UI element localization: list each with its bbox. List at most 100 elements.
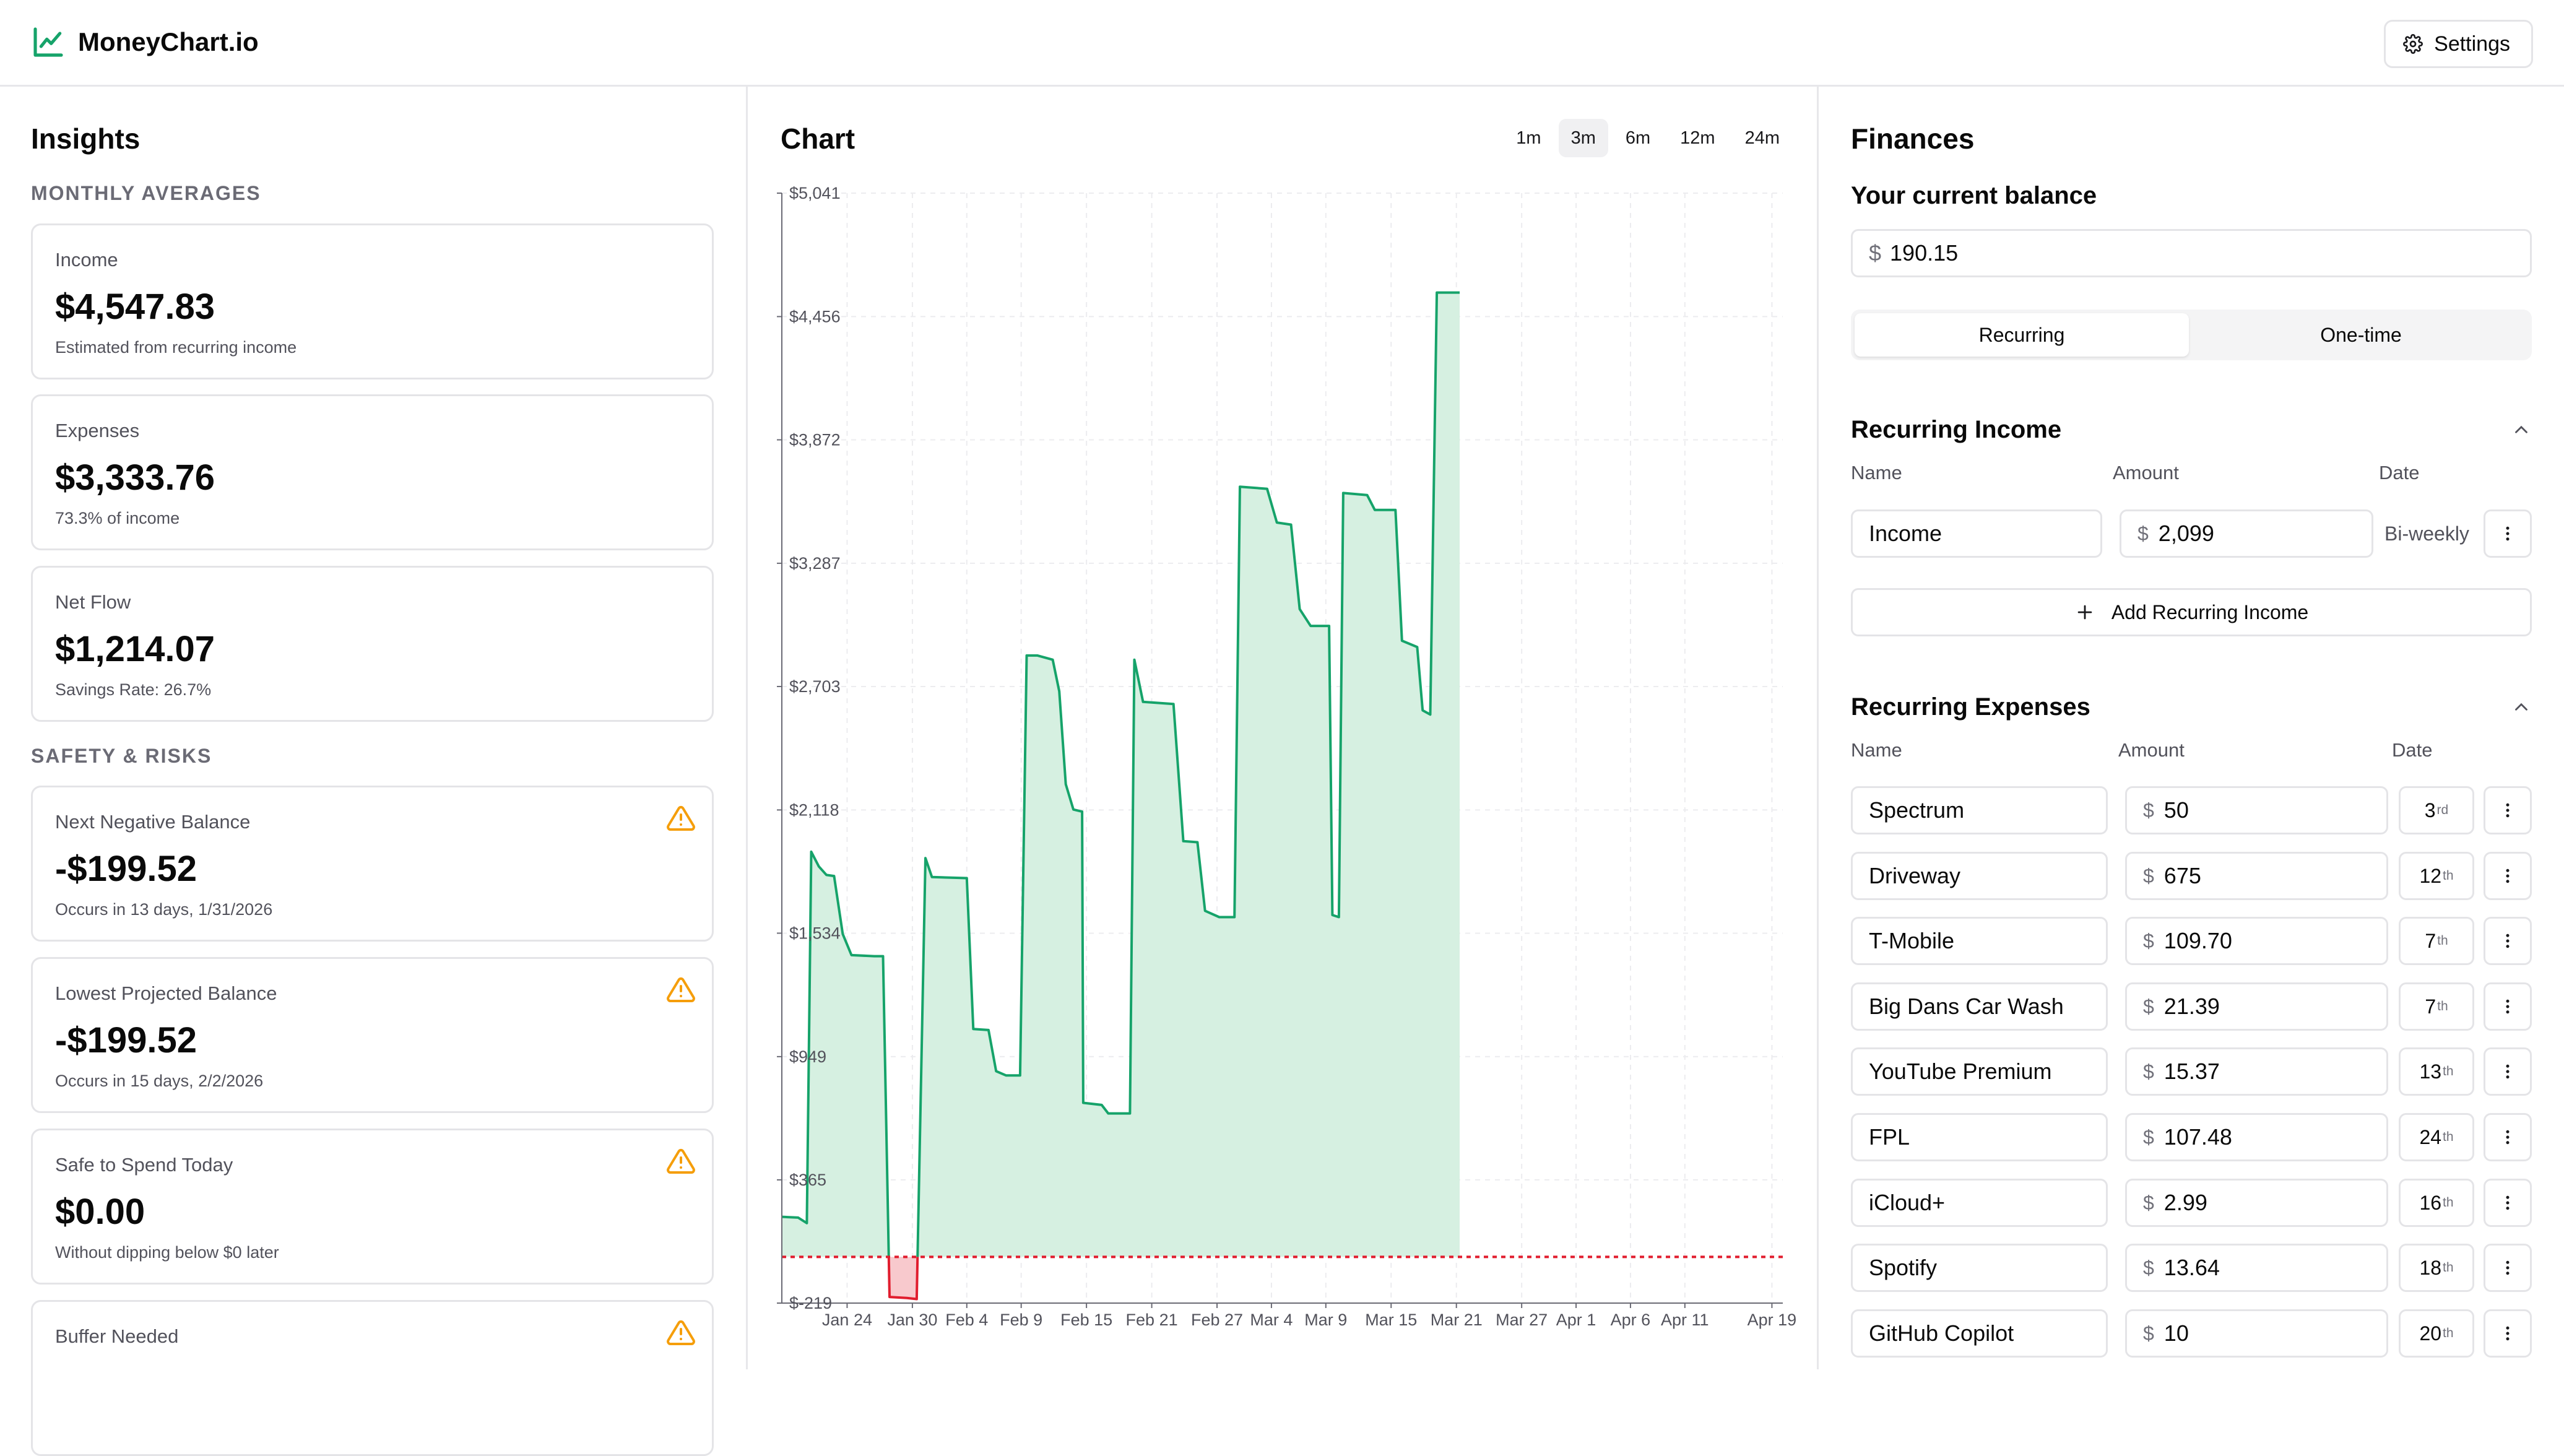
negative-area bbox=[888, 1257, 918, 1299]
expense-amount-value: 675 bbox=[2163, 863, 2201, 888]
card-subtext: Without dipping below $0 later bbox=[55, 1243, 279, 1262]
expense-amount-input[interactable]: $15.37 bbox=[2125, 1047, 2388, 1096]
expense-menu-button[interactable] bbox=[2484, 1244, 2532, 1292]
add-recurring-income-button[interactable]: Add Recurring Income bbox=[1851, 588, 2532, 636]
income-frequency[interactable]: Bi-weekly bbox=[2384, 522, 2469, 545]
expense-amount-input[interactable]: $13.64 bbox=[2125, 1244, 2388, 1292]
chart-title: Chart bbox=[781, 123, 855, 155]
card-value: $1,214.07 bbox=[55, 629, 215, 669]
expense-name-input[interactable]: T-Mobile bbox=[1851, 917, 2108, 965]
currency-symbol: $ bbox=[1869, 240, 1882, 266]
expense-menu-button[interactable] bbox=[2484, 786, 2532, 834]
safe-to-spend-card: Safe to Spend Today $0.00 Without dippin… bbox=[31, 1129, 714, 1285]
expense-name-header: Name bbox=[1851, 739, 1902, 761]
tab-recurring[interactable]: Recurring bbox=[1855, 313, 2189, 357]
lowest-projected-balance-card: Lowest Projected Balance -$199.52 Occurs… bbox=[31, 957, 714, 1113]
x-tick-label: Feb 4 bbox=[945, 1311, 988, 1329]
card-subtext: Occurs in 13 days, 1/31/2026 bbox=[55, 900, 273, 919]
range-6m-button[interactable]: 6m bbox=[1625, 128, 1651, 148]
chevron-up-icon[interactable] bbox=[2511, 696, 2532, 717]
expense-amount-value: 10 bbox=[2163, 1320, 2189, 1346]
y-tick-label: $2,118 bbox=[789, 800, 839, 819]
finances-panel: Finances Your current balance $ 190.15 R… bbox=[1819, 87, 2564, 1369]
range-24m-button[interactable]: 24m bbox=[1744, 128, 1780, 148]
expense-name-input[interactable]: Driveway bbox=[1851, 852, 2108, 900]
x-tick-label: Apr 19 bbox=[1748, 1311, 1797, 1329]
income-amount-input[interactable]: $ 2,099 bbox=[2120, 509, 2373, 558]
more-vertical-icon bbox=[2506, 934, 2510, 948]
expense-day-suffix: th bbox=[2443, 1260, 2454, 1275]
expense-menu-button[interactable] bbox=[2484, 1179, 2532, 1227]
expense-menu-button[interactable] bbox=[2484, 1113, 2532, 1161]
card-label: Next Negative Balance bbox=[55, 811, 251, 833]
expense-day-suffix: th bbox=[2443, 1064, 2454, 1078]
chevron-up-icon[interactable] bbox=[2511, 419, 2532, 440]
expense-name-input[interactable]: Big Dans Car Wash bbox=[1851, 982, 2108, 1031]
balance-chart: $5,041 $4,456 $3,872 $3,287 $2,703 $2,118 $1,5… bbox=[777, 184, 1797, 1329]
expense-name-input[interactable]: FPL bbox=[1851, 1113, 2108, 1161]
expense-name-input[interactable]: Spotify bbox=[1851, 1244, 2108, 1292]
expense-day-suffix: rd bbox=[2436, 803, 2449, 817]
income-name-input[interactable]: Income bbox=[1851, 509, 2102, 558]
income-menu-button[interactable] bbox=[2484, 509, 2532, 558]
expense-amount-input[interactable]: $675 bbox=[2125, 852, 2388, 900]
current-balance-input[interactable]: $ 190.15 bbox=[1851, 229, 2532, 277]
range-1m-button[interactable]: 1m bbox=[1516, 128, 1541, 148]
expense-menu-button[interactable] bbox=[2484, 917, 2532, 965]
expense-name-input[interactable]: GitHub Copilot bbox=[1851, 1309, 2108, 1358]
settings-button[interactable]: Settings bbox=[2384, 20, 2533, 68]
expense-amount-input[interactable]: $21.39 bbox=[2125, 982, 2388, 1031]
recurring-income-title: Recurring Income bbox=[1851, 416, 2062, 443]
balance-line bbox=[782, 291, 1460, 1257]
brand[interactable]: MoneyChart.io bbox=[31, 25, 259, 59]
expense-menu-button[interactable] bbox=[2484, 1309, 2532, 1358]
card-value: -$199.52 bbox=[55, 1020, 197, 1060]
expense-name-input[interactable]: iCloud+ bbox=[1851, 1179, 2108, 1227]
expense-amount-input[interactable]: $107.48 bbox=[2125, 1113, 2388, 1161]
expense-menu-button[interactable] bbox=[2484, 1047, 2532, 1096]
expense-amount-input[interactable]: $10 bbox=[2125, 1309, 2388, 1358]
expense-name-input[interactable]: YouTube Premium bbox=[1851, 1047, 2108, 1096]
net-flow-card: Net Flow $1,214.07 Savings Rate: 26.7% bbox=[31, 566, 714, 722]
expense-day-suffix: th bbox=[2443, 869, 2454, 883]
tab-one-time[interactable]: One-time bbox=[2320, 323, 2402, 346]
currency-symbol: $ bbox=[2143, 929, 2154, 952]
expense-amount-input[interactable]: $109.70 bbox=[2125, 917, 2388, 965]
card-label: Lowest Projected Balance bbox=[55, 982, 277, 1004]
expense-day-value: 20 bbox=[2419, 1322, 2442, 1345]
warning-icon bbox=[667, 805, 695, 831]
expense-day-suffix: th bbox=[2443, 1326, 2454, 1340]
more-vertical-icon bbox=[2506, 1064, 2510, 1079]
x-tick-label: Apr 1 bbox=[1556, 1311, 1596, 1329]
range-3m-button[interactable]: 3m bbox=[1558, 119, 1608, 157]
expense-amount-value: 13.64 bbox=[2163, 1255, 2220, 1280]
expense-menu-button[interactable] bbox=[2484, 982, 2532, 1031]
x-tick-label: Apr 6 bbox=[1611, 1311, 1651, 1329]
expense-amount-input[interactable]: $50 bbox=[2125, 786, 2388, 834]
insights-title: Insights bbox=[31, 123, 141, 155]
income-amount-value: 2,099 bbox=[2158, 521, 2214, 546]
expense-amount-value: 50 bbox=[2163, 797, 2189, 823]
income-date-header: Date bbox=[2379, 462, 2420, 483]
expense-name-input[interactable]: Spectrum bbox=[1851, 786, 2108, 834]
card-label: Expenses bbox=[55, 420, 140, 441]
expense-amount-value: 2.99 bbox=[2163, 1190, 2207, 1215]
expense-menu-button[interactable] bbox=[2484, 852, 2532, 900]
card-subtext: Occurs in 15 days, 2/2/2026 bbox=[55, 1072, 264, 1090]
card-value: -$199.52 bbox=[55, 849, 197, 889]
expense-amount-input[interactable]: $2.99 bbox=[2125, 1179, 2388, 1227]
card-label: Income bbox=[55, 249, 118, 271]
warning-icon bbox=[667, 977, 695, 1002]
range-12m-button[interactable]: 12m bbox=[1680, 128, 1715, 148]
expense-amount-header: Amount bbox=[2118, 739, 2185, 761]
gear-icon bbox=[2403, 34, 2423, 54]
